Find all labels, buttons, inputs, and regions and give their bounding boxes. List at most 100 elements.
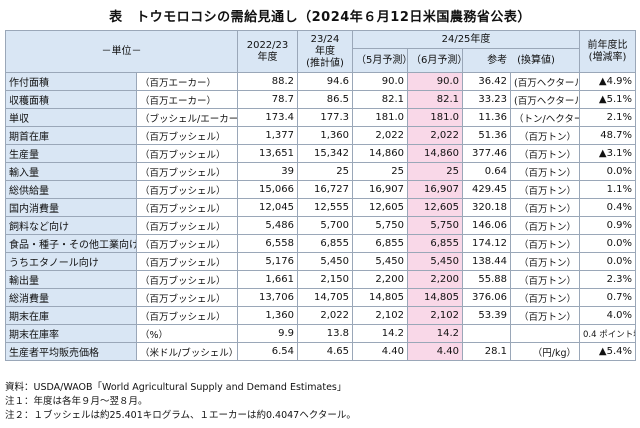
- table-row: 収穫面積 （百万エーカー） 78.7 86.5 82.1 82.1 33.23 (百万ヘクター…: [5, 90, 637, 109]
- row-value-2022: 88.2: [237, 72, 298, 91]
- row-reference-unit: （百万トン）: [509, 270, 581, 289]
- row-item-label: 収穫面積: [5, 90, 137, 109]
- row-reference-unit: （トン/ヘクタール）: [509, 108, 581, 127]
- row-reference-value: [462, 324, 511, 343]
- row-value-2022: 15,066: [237, 180, 298, 199]
- table-row: 飼料など向け （百万ブッシェル） 5,486 5,700 5,750 5,750 146.0…: [5, 216, 637, 235]
- row-item-label: 単収: [5, 108, 137, 127]
- row-value-2022: 9.9: [237, 324, 298, 343]
- row-value-2022: 6,558: [237, 234, 298, 253]
- row-item-label: 総供給量: [5, 180, 137, 199]
- table-row: 輸出量 （百万ブッシェル） 1,661 2,150 2,200 2,200 55.88 （百万…: [5, 270, 637, 289]
- row-value-june-forecast: 12,605: [407, 198, 463, 217]
- row-value-2023: 16,727: [297, 180, 353, 199]
- note-source: 資料：USDA/WAOB「World Agricultural Supply a…: [5, 382, 347, 393]
- table-row: 期首在庫 （百万ブッシェル） 1,377 1,360 2,022 2,022 51.36 （百…: [5, 126, 637, 145]
- row-value-may-forecast: 2,102: [352, 306, 408, 325]
- row-value-2023: 12,555: [297, 198, 353, 217]
- row-change: 0.9%: [579, 216, 637, 235]
- row-value-may-forecast: 4.40: [352, 342, 408, 361]
- row-reference-unit: （百万トン）: [509, 234, 581, 253]
- row-unit: （百万ブッシェル）: [136, 306, 238, 325]
- row-reference-value: 33.23: [462, 90, 511, 109]
- col-2023-header: 23/24 年度 (推計値): [297, 30, 353, 73]
- col-2024-group-header: 24/25年度: [351, 30, 581, 49]
- row-unit: （%）: [136, 324, 238, 343]
- row-reference-unit: (百万ヘクタール): [509, 72, 581, 91]
- row-unit: （百万ブッシェル）: [136, 126, 238, 145]
- row-reference-unit: （百万トン）: [509, 216, 581, 235]
- supply-demand-table: －単位－ 2022/23 年度 23/24 年度 (推計値) 24/25年度 前…: [5, 30, 637, 361]
- row-value-may-forecast: 90.0: [352, 72, 408, 91]
- row-value-2022: 13,706: [237, 288, 298, 307]
- table-row: 期末在庫率（%）9.913.814.214.20.4 ポイント増: [5, 324, 637, 343]
- col-change-header: 前年度比 (増減率): [579, 30, 637, 73]
- row-value-2022: 1,377: [237, 126, 298, 145]
- table-row: 総消費量 （百万ブッシェル） 13,706 14,705 14,805 14,805 376…: [5, 288, 637, 307]
- row-value-2023: 5,450: [297, 252, 353, 271]
- row-value-may-forecast: 5,750: [352, 216, 408, 235]
- row-reference-unit: [509, 324, 581, 343]
- row-value-june-forecast: 5,450: [407, 252, 463, 271]
- note-1: 注１：年度は各年９月～翌８月。: [5, 396, 148, 407]
- row-reference-unit: （百万トン）: [509, 306, 581, 325]
- row-unit: （米ドル/ブッシェル）: [136, 342, 238, 361]
- row-reference-unit: （百万トン）: [509, 162, 581, 181]
- row-reference-value: 429.45: [462, 180, 511, 199]
- row-reference-value: 0.64: [462, 162, 511, 181]
- row-value-2022: 78.7: [237, 90, 298, 109]
- row-reference-value: 376.06: [462, 288, 511, 307]
- row-value-june-forecast: 4.40: [407, 342, 463, 361]
- table-row: 生産量 （百万ブッシェル） 13,651 15,342 14,860 14,860 377.…: [5, 144, 637, 163]
- row-change: 2.3%: [579, 270, 637, 289]
- row-change: 0.4%: [579, 198, 637, 217]
- table-row: 作付面積 （百万エーカー） 88.2 94.6 90.0 90.0 36.42 (百万ヘクター…: [5, 72, 637, 91]
- row-change: ▲4.9%: [579, 72, 637, 91]
- row-change: 0.0%: [579, 162, 637, 181]
- row-value-2022: 1,661: [237, 270, 298, 289]
- row-value-june-forecast: 14,860: [407, 144, 463, 163]
- row-change: ▲5.4%: [579, 342, 637, 361]
- row-unit: （百万ブッシェル）: [136, 216, 238, 235]
- row-value-june-forecast: 6,855: [407, 234, 463, 253]
- row-reference-unit: （百万トン）: [509, 288, 581, 307]
- row-unit: （百万ブッシェル）: [136, 252, 238, 271]
- row-value-june-forecast: 82.1: [407, 90, 463, 109]
- notes: 資料：USDA/WAOB「World Agricultural Supply a…: [5, 381, 356, 423]
- row-unit: （百万ブッシェル）: [136, 180, 238, 199]
- row-value-june-forecast: 16,907: [407, 180, 463, 199]
- table-row: うちエタノール向け （百万ブッシェル） 5,176 5,450 5,450 5,450 13…: [5, 252, 637, 271]
- row-value-june-forecast: 25: [407, 162, 463, 181]
- col-june-header: （6月予測）: [407, 48, 463, 73]
- row-value-june-forecast: 181.0: [407, 108, 463, 127]
- row-reference-value: 55.88: [462, 270, 511, 289]
- row-value-june-forecast: 2,102: [407, 306, 463, 325]
- col-2022-header: 2022/23 年度: [237, 30, 298, 73]
- row-reference-value: 36.42: [462, 72, 511, 91]
- row-change: 4.0%: [579, 306, 637, 325]
- row-value-june-forecast: 2,022: [407, 126, 463, 145]
- row-reference-value: 11.36: [462, 108, 511, 127]
- row-value-may-forecast: 2,200: [352, 270, 408, 289]
- row-change: ▲3.1%: [579, 144, 637, 163]
- row-item-label: 期末在庫率: [5, 324, 137, 343]
- col-ref-header: 参考 (換算値): [461, 48, 581, 73]
- row-item-label: 期末在庫: [5, 306, 137, 325]
- row-value-2023: 14,705: [297, 288, 353, 307]
- table-row: 生産者平均販売価格 （米ドル/ブッシェル） 6.54 4.65 4.40 4.40 28.1…: [5, 342, 637, 361]
- row-change: 1.1%: [579, 180, 637, 199]
- row-value-june-forecast: 5,750: [407, 216, 463, 235]
- row-reference-value: 51.36: [462, 126, 511, 145]
- row-item-label: うちエタノール向け: [5, 252, 137, 271]
- row-value-may-forecast: 14.2: [352, 324, 408, 343]
- row-reference-value: 138.44: [462, 252, 511, 271]
- row-value-may-forecast: 16,907: [352, 180, 408, 199]
- row-value-2023: 15,342: [297, 144, 353, 163]
- row-item-label: 食品・種子・その他工業向け: [5, 234, 137, 253]
- row-change: 0.4 ポイント増: [579, 324, 637, 343]
- row-value-2023: 25: [297, 162, 353, 181]
- row-value-2023: 2,022: [297, 306, 353, 325]
- row-value-2022: 1,360: [237, 306, 298, 325]
- row-reference-unit: （百万トン）: [509, 252, 581, 271]
- row-value-may-forecast: 25: [352, 162, 408, 181]
